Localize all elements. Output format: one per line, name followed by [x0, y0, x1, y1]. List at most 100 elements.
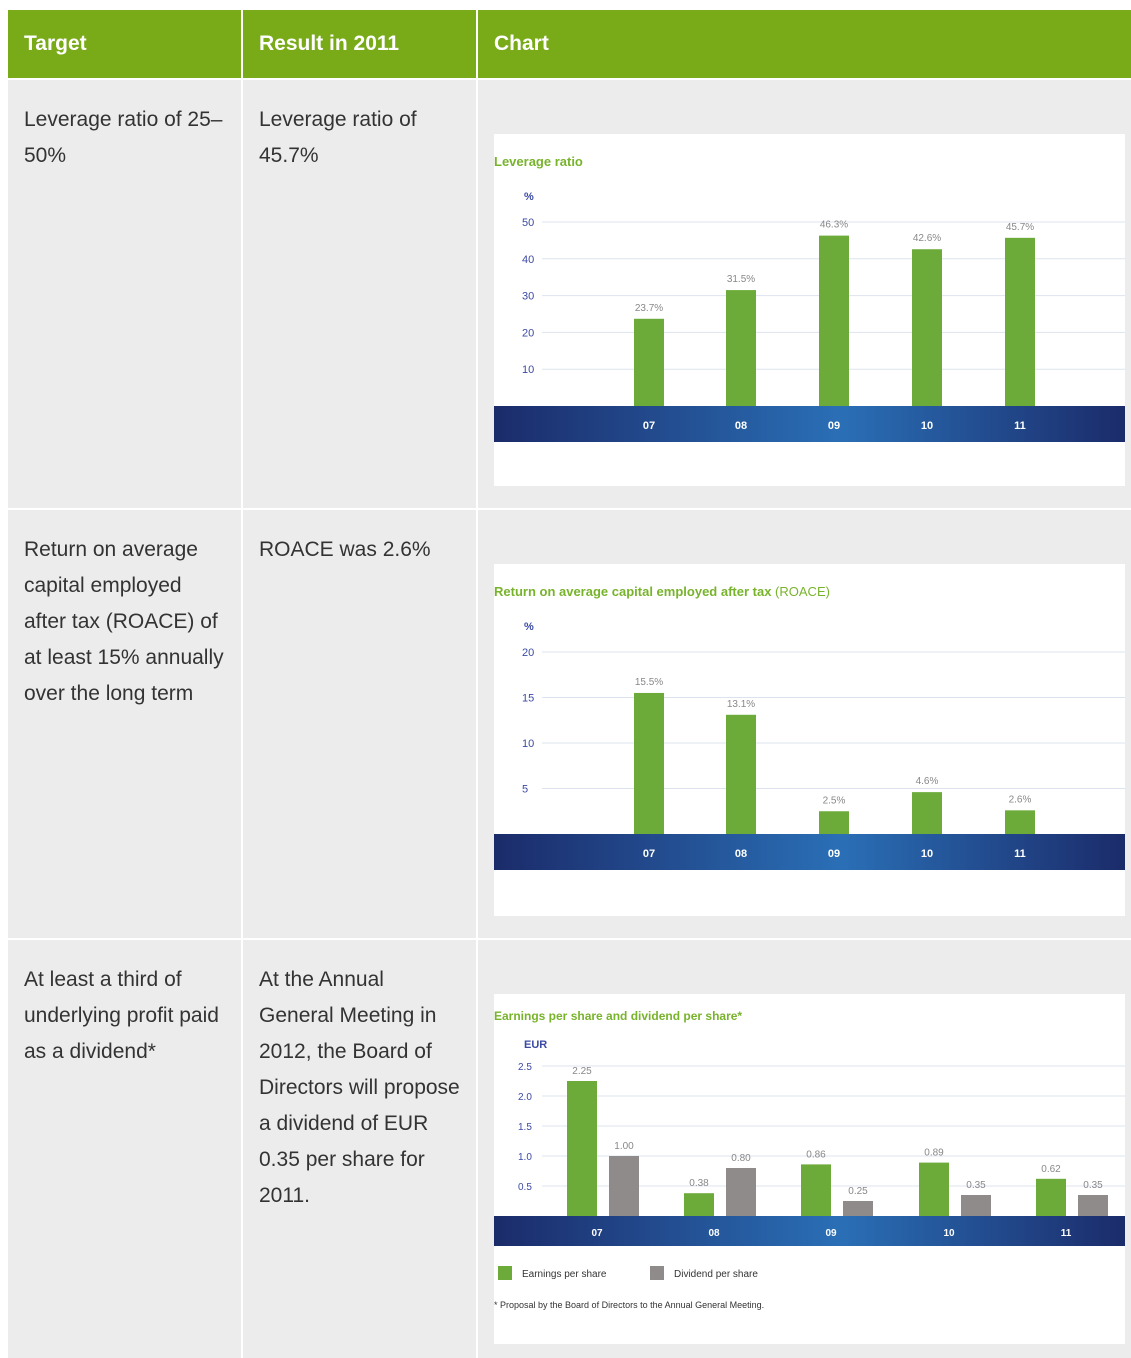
leverage-chart-svg: Leverage ratio% 10 20 30 40 50 23.7% 07 31.5% 08 4…	[494, 154, 1125, 442]
x-tick-label: 11	[1061, 1228, 1072, 1239]
target-cell: Return on average capital employed after…	[8, 508, 241, 938]
x-tick-label: 08	[735, 848, 747, 860]
bar-dividend	[609, 1156, 639, 1216]
data-label: 45.7%	[1006, 222, 1034, 233]
target-cell: Leverage ratio of 25–50%	[8, 78, 241, 508]
data-label: 0.35	[966, 1180, 986, 1191]
bar-earnings	[801, 1164, 831, 1216]
bar	[634, 692, 664, 834]
bar-dividend	[843, 1201, 873, 1216]
table-row: Leverage ratio of 25–50% Leverage ratio …	[8, 78, 1131, 508]
x-tick-label: 09	[828, 420, 840, 432]
bar	[912, 249, 942, 406]
data-label: 2.6%	[1009, 794, 1032, 805]
x-tick-label: 11	[1014, 420, 1026, 432]
header-row: Target Result in 2011 Chart	[8, 10, 1131, 78]
chart-cell: Earnings per share and dividend per shar…	[478, 938, 1131, 1358]
y-tick-label: 10	[522, 738, 534, 750]
result-cell: Leverage ratio of 45.7%	[243, 78, 476, 508]
data-label: 0.80	[731, 1153, 751, 1164]
x-tick-label: 09	[825, 1228, 837, 1239]
y-unit-label: %	[524, 191, 534, 203]
chart-title: Return on average capital employed after…	[494, 584, 830, 599]
x-tick-label: 07	[643, 420, 655, 432]
y-tick-label: 40	[522, 254, 534, 266]
data-label: 13.1%	[727, 699, 755, 710]
x-tick-label: 07	[591, 1228, 603, 1239]
data-label: 31.5%	[727, 274, 755, 285]
targets-table-wrapper: Target Result in 2011 Chart Leverage rat…	[8, 10, 1131, 1358]
data-label: 0.86	[806, 1149, 826, 1160]
bar	[726, 290, 756, 406]
roace-chart-svg: Return on average capital employed after…	[494, 584, 1125, 870]
data-label: 0.89	[924, 1148, 944, 1159]
result-cell: At the Annual General Meeting in 2012, t…	[243, 938, 476, 1358]
bar	[819, 235, 849, 406]
data-label: 0.62	[1041, 1164, 1061, 1175]
y-tick-label: 1.5	[518, 1122, 532, 1133]
data-label: 0.25	[848, 1186, 868, 1197]
header-target: Target	[8, 10, 241, 78]
legend-label-dividend: Dividend per share	[674, 1269, 758, 1280]
bar	[1005, 810, 1035, 834]
target-cell: At least a third of underlying profit pa…	[8, 938, 241, 1358]
bar	[912, 792, 942, 834]
y-unit-label: EUR	[524, 1039, 547, 1051]
legend-label-earnings: Earnings per share	[522, 1269, 607, 1280]
leverage-chart: Leverage ratio% 10 20 30 40 50 23.7% 07 31.5% 08 4…	[494, 134, 1125, 486]
x-tick-label: 10	[921, 420, 933, 432]
x-axis-band	[494, 406, 1125, 442]
chart-title-suffix: (ROACE)	[771, 584, 830, 599]
y-tick-label: 50	[522, 217, 534, 229]
y-tick-label: 2.0	[518, 1092, 532, 1103]
x-tick-label: 08	[708, 1228, 720, 1239]
bar	[726, 714, 756, 834]
bar	[819, 811, 849, 834]
eps-dividend-chart-svg: Earnings per share and dividend per shar…	[494, 1009, 1125, 1310]
y-tick-label: 20	[522, 647, 534, 659]
chart-cell: Leverage ratio% 10 20 30 40 50 23.7% 07 31.5% 08 4…	[478, 78, 1131, 508]
data-label: 46.3%	[820, 220, 848, 231]
targets-table: Target Result in 2011 Chart Leverage rat…	[6, 10, 1131, 1358]
bar-earnings	[1036, 1178, 1066, 1216]
y-tick-label: 0.5	[518, 1182, 532, 1193]
data-label: 4.6%	[916, 776, 939, 787]
y-tick-label: 30	[522, 291, 534, 303]
y-tick-label: 5	[522, 784, 528, 796]
bar-dividend	[961, 1195, 991, 1216]
result-cell: ROACE was 2.6%	[243, 508, 476, 938]
bar-earnings	[919, 1162, 949, 1216]
chart-footnote: * Proposal by the Board of Directors to …	[494, 1300, 764, 1310]
x-axis-band	[494, 1216, 1125, 1246]
y-tick-label: 15	[522, 693, 534, 705]
legend-swatch-dividend	[650, 1266, 664, 1280]
table-row: Return on average capital employed after…	[8, 508, 1131, 938]
data-label: 2.25	[572, 1066, 592, 1077]
x-tick-label: 10	[921, 848, 933, 860]
x-tick-label: 08	[735, 420, 747, 432]
bar	[634, 318, 664, 406]
y-tick-label: 2.5	[518, 1062, 532, 1073]
chart-title: Leverage ratio	[494, 154, 583, 169]
data-label: 1.00	[614, 1141, 634, 1152]
x-tick-label: 09	[828, 848, 840, 860]
header-result: Result in 2011	[243, 10, 476, 78]
bar-earnings	[567, 1081, 597, 1216]
legend-swatch-earnings	[498, 1266, 512, 1280]
y-tick-label: 1.0	[518, 1152, 532, 1163]
chart-cell: Return on average capital employed after…	[478, 508, 1131, 938]
data-label: 23.7%	[635, 303, 663, 314]
y-unit-label: %	[524, 621, 534, 633]
data-label: 0.35	[1083, 1180, 1103, 1191]
bar-dividend	[1078, 1195, 1108, 1216]
x-tick-label: 07	[643, 848, 655, 860]
bar	[1005, 237, 1035, 406]
table-row: At least a third of underlying profit pa…	[8, 938, 1131, 1358]
bar-dividend	[726, 1168, 756, 1216]
data-label: 15.5%	[635, 677, 663, 688]
roace-chart: Return on average capital employed after…	[494, 564, 1125, 916]
x-tick-label: 10	[943, 1228, 955, 1239]
y-tick-label: 20	[522, 327, 534, 339]
data-label: 0.38	[689, 1178, 709, 1189]
x-tick-label: 11	[1014, 848, 1026, 860]
